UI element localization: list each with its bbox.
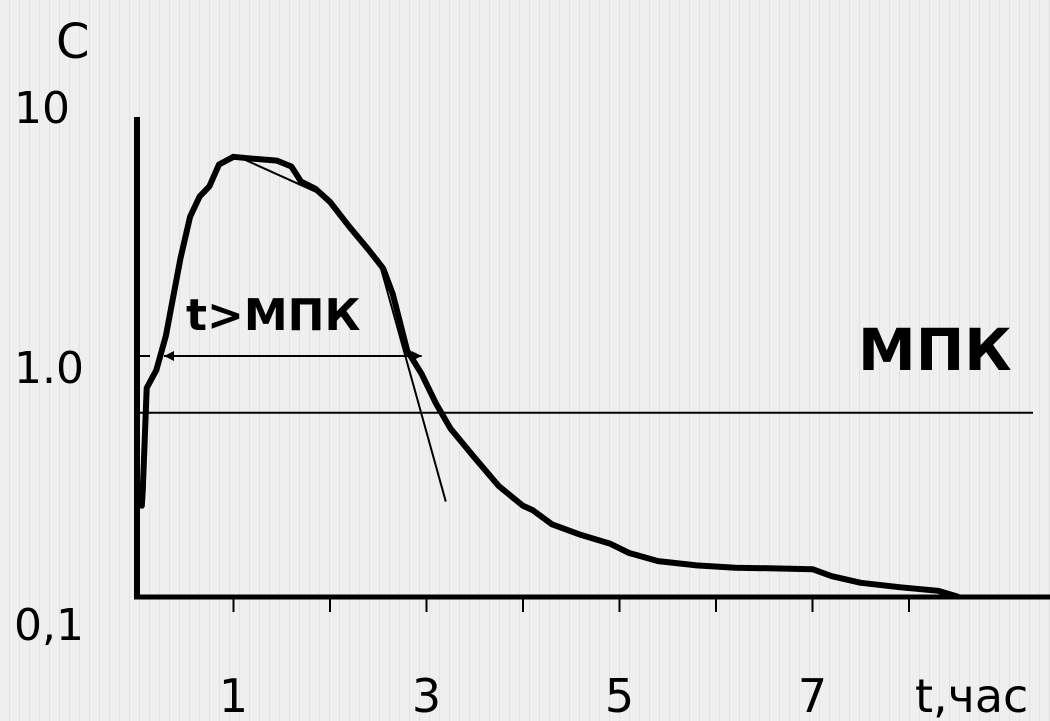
y-tick-label-01: 0,1 — [14, 600, 84, 651]
mic-label: МПК — [858, 316, 1012, 384]
plot-layer: 1 3 5 7 — [134, 117, 1050, 721]
concentration-curve — [138, 153, 961, 600]
y-tick-label-10: 10 — [14, 83, 70, 134]
x-tick-label: 1 — [219, 669, 248, 721]
interval-label: t>МПК — [186, 290, 361, 341]
x-tick-label: 3 — [412, 669, 441, 721]
tangent-line-elimination — [377, 258, 447, 502]
x-axis-label: t,час — [915, 669, 1028, 721]
x-tick-label: 5 — [605, 669, 634, 721]
y-tick-label-1: 1.0 — [14, 343, 84, 394]
y-axis-label: C — [56, 14, 90, 70]
x-tick-label: 7 — [798, 669, 827, 721]
interval-arrow-left — [164, 351, 175, 361]
